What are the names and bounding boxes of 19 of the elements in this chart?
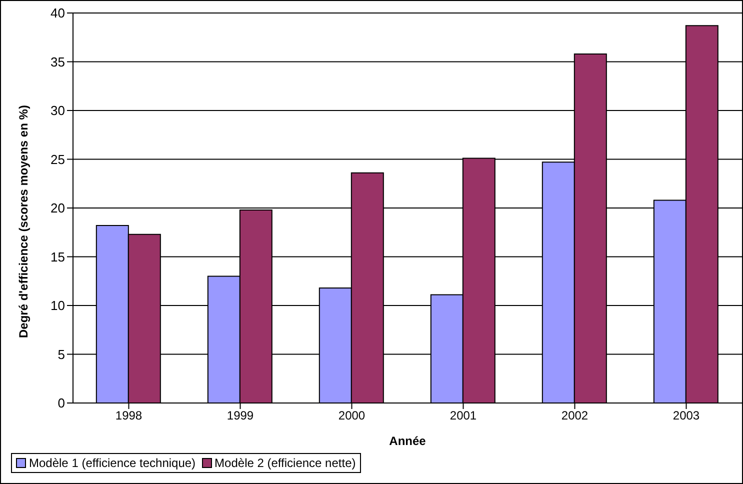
y-tick-label: 10 bbox=[50, 298, 65, 314]
y-tick-label: 30 bbox=[50, 103, 65, 118]
y-tick-label: 0 bbox=[58, 396, 65, 411]
x-tick-label: 2000 bbox=[338, 408, 366, 423]
y-tick-label: 25 bbox=[50, 152, 65, 167]
x-tick-label: 2001 bbox=[450, 408, 477, 423]
y-axis-title: Degré d'efficience (scores moyens en %) bbox=[16, 105, 30, 338]
y-tick-label: 15 bbox=[50, 249, 65, 264]
x-tick-label: 1999 bbox=[226, 408, 254, 423]
x-tick-label: 1998 bbox=[115, 408, 142, 423]
y-tick-label: 35 bbox=[50, 54, 65, 70]
x-axis-title: Année bbox=[389, 434, 426, 448]
y-tick-label: 5 bbox=[58, 346, 65, 362]
legend-label: Modèle 1 (efficience technique) bbox=[28, 456, 196, 470]
x-tick-label: 2002 bbox=[561, 408, 588, 423]
y-tick-label: 20 bbox=[50, 200, 65, 216]
y-tick-label: 40 bbox=[50, 6, 65, 21]
x-tick-label: 2003 bbox=[672, 408, 700, 423]
legend-label: Modèle 2 (efficience nette) bbox=[214, 456, 356, 470]
